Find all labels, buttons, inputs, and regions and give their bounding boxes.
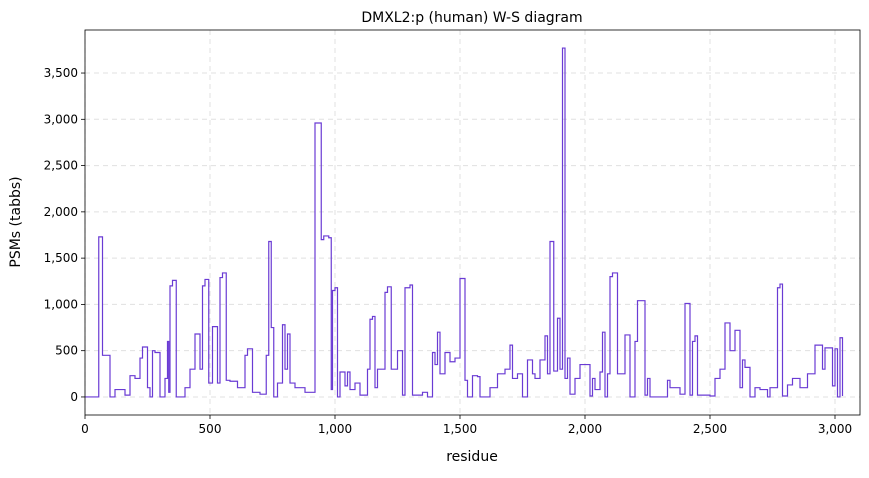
- y-tick-label: 1,500: [44, 251, 78, 265]
- y-tick-label: 3,000: [44, 112, 78, 126]
- y-tick-label: 500: [55, 344, 78, 358]
- chart-title: DMXL2:p (human) W-S diagram: [361, 10, 582, 26]
- y-tick-label: 2,500: [44, 159, 78, 173]
- data-line: [85, 47, 844, 398]
- x-axis-label: residue: [446, 449, 498, 465]
- y-tick-label: 1,000: [44, 297, 78, 311]
- y-tick-label: 2,000: [44, 205, 78, 219]
- x-tick-label: 2,500: [693, 422, 727, 436]
- x-tick-label: 1,000: [318, 422, 352, 436]
- x-tick-label: 500: [199, 422, 222, 436]
- x-tick-label: 0: [81, 422, 89, 436]
- plot-frame: [84, 29, 861, 416]
- y-axis-label: PSMs (tabbs): [8, 176, 24, 267]
- y-tick-label: 0: [70, 390, 78, 404]
- x-tick-label: 1,500: [443, 422, 477, 436]
- y-tick-label: 3,500: [44, 66, 78, 80]
- x-tick-label: 3,000: [818, 422, 852, 436]
- x-tick-label: 2,000: [568, 422, 602, 436]
